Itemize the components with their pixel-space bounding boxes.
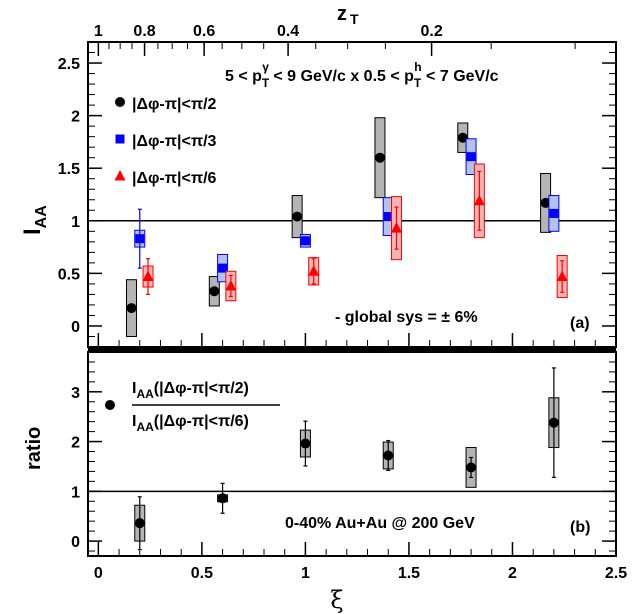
- data-point-0: [540, 197, 551, 208]
- top-tick-label: 0.8: [133, 23, 155, 40]
- data-point-1: [466, 152, 476, 162]
- panel-b-label: (b): [570, 519, 590, 536]
- num-c: (|Δφ-π|<π/2): [154, 380, 249, 397]
- xtick-label: 0: [94, 565, 103, 582]
- xlabel: ξ: [330, 586, 343, 614]
- data-point-1: [218, 263, 228, 273]
- top-tick-label: 0.4: [277, 23, 299, 40]
- kinematics-label: 5 < pTγ < 9 GeV/c x 0.5 < pTh < 7 GeV/c: [225, 60, 499, 90]
- ylabel-a-sub: AA: [33, 205, 50, 229]
- data-point-0: [300, 438, 311, 449]
- data-point-0: [548, 417, 559, 428]
- panel-a-label: (a): [570, 315, 590, 332]
- data-point-0: [374, 152, 385, 163]
- data-point-1: [135, 234, 145, 244]
- xtick-label: 1: [301, 565, 310, 582]
- data-point-0: [383, 450, 394, 461]
- legend-label-1: |Δφ-π|<π/3: [132, 133, 217, 150]
- data-point-0: [209, 286, 220, 297]
- num-b: AA: [136, 387, 154, 401]
- legend-marker-0: [115, 97, 125, 107]
- den-a: I: [132, 413, 136, 430]
- top-axis-title-main: z: [337, 3, 347, 25]
- den-c: (|Δφ-π|<π/6): [154, 413, 249, 430]
- data-point-2: [556, 270, 568, 282]
- top-axis-title-sub: T: [350, 11, 359, 27]
- ratio-legend-marker: [105, 400, 115, 410]
- data-point-1: [300, 236, 310, 246]
- data-point-2: [308, 265, 320, 276]
- data-point-2: [142, 270, 154, 282]
- data-point-1: [383, 212, 393, 222]
- kin-e: T: [414, 76, 422, 90]
- frame-panel-a: [87, 41, 617, 348]
- xtick-label: 2: [508, 565, 517, 582]
- global-sys-annotation: - global sys = ± 6%: [335, 309, 478, 326]
- ylabel-a-main: IAA: [19, 205, 50, 235]
- ytick-label-panel-a: 1.5: [58, 161, 80, 178]
- ytick-label-panel-a: 1: [71, 214, 80, 231]
- num-a: I: [132, 380, 136, 397]
- ratio-legend-denominator: IAA(|Δφ-π|<π/6): [132, 413, 249, 434]
- kin-d: < 9 GeV/c x 0.5 < p: [269, 68, 414, 85]
- panel-a: 0 0.5 1 1.5 2 2.5 1 0.8 0.6 0.4 0.2 |Δφ-π|<π/2 |Δφ-π…: [58, 23, 617, 348]
- ytick-label-panel-a: 0: [71, 319, 80, 336]
- ytick-label-panel-a: 2.5: [58, 56, 80, 73]
- kin-g: < 7 GeV/c: [422, 68, 499, 85]
- kin-c: γ: [262, 60, 269, 74]
- data-point-2: [473, 194, 485, 206]
- legend-label-2: |Δφ-π|<π/6: [132, 170, 217, 187]
- ratio-legend: IAA(|Δφ-π|<π/2) IAA(|Δφ-π|<π/6): [105, 380, 280, 434]
- kin-a: 5 < p: [225, 68, 262, 85]
- legend-marker-1: [115, 134, 125, 144]
- xtick-label: 0.5: [191, 565, 213, 582]
- data-point-2: [225, 280, 237, 291]
- data-point-2: [391, 222, 403, 233]
- legend-label-0: |Δφ-π|<π/2: [132, 96, 217, 113]
- top-tick-label: 1: [94, 23, 103, 40]
- kin-b: T: [262, 76, 270, 90]
- top-tick-label: 0.6: [193, 23, 215, 40]
- data-point-0: [292, 211, 303, 222]
- den-b: AA: [136, 420, 154, 434]
- xtick-label: 2.5: [605, 565, 627, 582]
- xtick-label: 1.5: [398, 565, 420, 582]
- collision-annotation: 0-40% Au+Au @ 200 GeV: [285, 515, 475, 532]
- ratio-legend-numerator: IAA(|Δφ-π|<π/2): [132, 380, 249, 401]
- data-point-0: [457, 132, 468, 143]
- data-point-0: [126, 303, 137, 314]
- panel-b: 0 1 2 3 0 0.5 1 1.5 2 2.5: [71, 351, 627, 582]
- ytick-label-panel-b: 2: [71, 435, 80, 452]
- top-tick-label: 0.2: [420, 23, 442, 40]
- ytick-label-panel-b: 1: [71, 484, 80, 501]
- ytick-label-panel-a: 0.5: [58, 266, 80, 283]
- ytick-label-panel-b: 3: [71, 385, 80, 402]
- kin-f: h: [414, 60, 421, 74]
- data-point-0: [134, 518, 145, 529]
- data-point-0: [217, 493, 228, 504]
- ylabel-b-text: ratio: [23, 427, 45, 470]
- ylabel-a: IAA: [19, 205, 50, 235]
- legend-marker-2: [114, 170, 126, 181]
- ytick-label-panel-b: 0: [71, 534, 80, 551]
- data-point-0: [466, 462, 477, 473]
- ylabel-b: ratio: [23, 427, 45, 470]
- data-point-1: [549, 208, 559, 218]
- ytick-label-panel-a: 2: [71, 109, 80, 126]
